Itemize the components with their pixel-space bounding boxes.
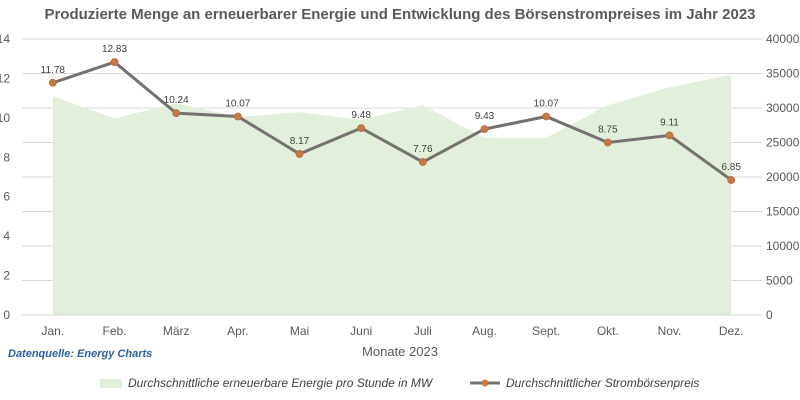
x-tick-label: März (163, 324, 190, 338)
area-series (52, 74, 732, 315)
data-label: 9.11 (660, 117, 679, 128)
legend-label-area: Durchschnittliche erneuerbare Energie pr… (128, 376, 433, 390)
chart-title: Produzierte Menge an erneuerbarer Energi… (44, 6, 756, 23)
right-tick-label: 20000 (766, 170, 800, 184)
x-tick-label: Jan. (41, 324, 64, 338)
legend-item-area: Durchschnittliche erneuerbare Energie pr… (100, 376, 432, 390)
left-tick-label: 10 (0, 111, 10, 125)
data-label: 10.24 (164, 95, 189, 106)
right-tick-label: 25000 (766, 136, 800, 150)
data-point (542, 112, 551, 121)
data-label: 12.83 (102, 44, 127, 55)
x-tick-label: Aug. (472, 324, 497, 338)
x-tick-label: Feb. (102, 324, 126, 338)
data-label: 9.48 (351, 110, 371, 121)
line-series (52, 60, 733, 182)
right-tick-label: 15000 (766, 205, 800, 219)
data-label: 7.76 (413, 144, 433, 155)
legend-swatch-area (100, 378, 122, 388)
data-point (233, 112, 242, 121)
data-point (295, 150, 304, 158)
x-tick-label: Mai (290, 324, 309, 338)
x-tick-label: Nov. (658, 324, 682, 338)
right-tick-label: 35000 (766, 67, 800, 81)
data-point (480, 125, 489, 133)
x-tick-label: Sept. (532, 324, 560, 338)
left-tick-label: 4 (3, 229, 10, 243)
x-tick-label: Juni (350, 324, 372, 338)
x-axis-label: Monate 2023 (362, 344, 438, 359)
x-tick-label: Apr. (227, 324, 248, 338)
left-tick-label: 0 (3, 308, 10, 322)
legend-label-line: Durchschnittlicher Strombörsenpreis (506, 376, 700, 390)
left-tick-label: 14 (0, 32, 10, 46)
data-point (48, 78, 57, 87)
left-tick-label: 12 (0, 71, 10, 85)
x-tick-label: Dez. (719, 324, 744, 338)
data-point (665, 131, 674, 140)
legend-swatch-line (470, 379, 500, 387)
x-tick-label: Juli (414, 324, 432, 338)
data-point (727, 176, 736, 184)
data-label: 10.07 (225, 98, 250, 109)
left-tick-label: 6 (3, 190, 10, 204)
right-tick-label: 10000 (766, 239, 800, 253)
right-tick-label: 40000 (766, 32, 800, 46)
x-tick-label: Okt. (597, 324, 619, 338)
data-label: 9.43 (475, 111, 495, 122)
data-point (603, 138, 612, 147)
left-tick-label: 8 (3, 150, 10, 164)
right-tick-label: 30000 (766, 101, 800, 115)
data-label: 10.07 (534, 98, 559, 109)
right-tick-label: 5000 (766, 274, 793, 288)
data-label: 8.17 (290, 136, 310, 147)
data-label: 6.85 (721, 162, 741, 173)
data-label: 11.78 (41, 65, 66, 76)
left-tick-label: 2 (3, 269, 10, 283)
data-source: Datenquelle: Energy Charts (8, 348, 153, 360)
data-point (357, 124, 366, 133)
right-tick-label: 0 (766, 308, 773, 322)
legend-item-line: Durchschnittlicher Strombörsenpreis (470, 376, 699, 390)
data-point (418, 158, 427, 166)
data-point (172, 109, 181, 118)
data-point (110, 58, 119, 66)
data-label: 8.75 (598, 125, 618, 136)
